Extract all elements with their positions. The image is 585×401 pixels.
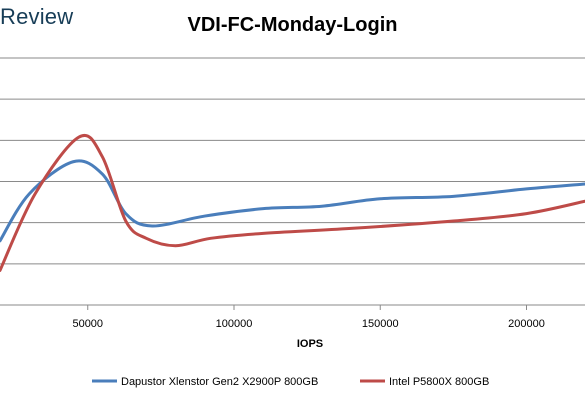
legend-label-1: Dapustor Xlenstor Gen2 X2900P 800GB bbox=[121, 376, 318, 388]
x-axis-label: IOPS bbox=[297, 338, 323, 350]
x-axis-ticks: 50000 100000 150000 200000 bbox=[72, 305, 545, 330]
series-lines bbox=[0, 134, 585, 272]
x-tick-label: 50000 bbox=[72, 318, 103, 330]
x-tick-label: 200000 bbox=[508, 318, 545, 330]
legend: Dapustor Xlenstor Gen2 X2900P 800GB Intel… bbox=[92, 376, 489, 388]
series-line-2 bbox=[0, 134, 585, 272]
legend-label-2: Intel P5800X 800GB bbox=[389, 376, 489, 388]
brand-logo: Review bbox=[0, 4, 74, 29]
x-tick-label: 150000 bbox=[362, 318, 399, 330]
chart-title: VDI-FC-Monday-Login bbox=[187, 14, 398, 36]
series-line-1 bbox=[0, 159, 585, 243]
grid-lines bbox=[0, 57, 585, 306]
x-tick-label: 100000 bbox=[216, 318, 253, 330]
